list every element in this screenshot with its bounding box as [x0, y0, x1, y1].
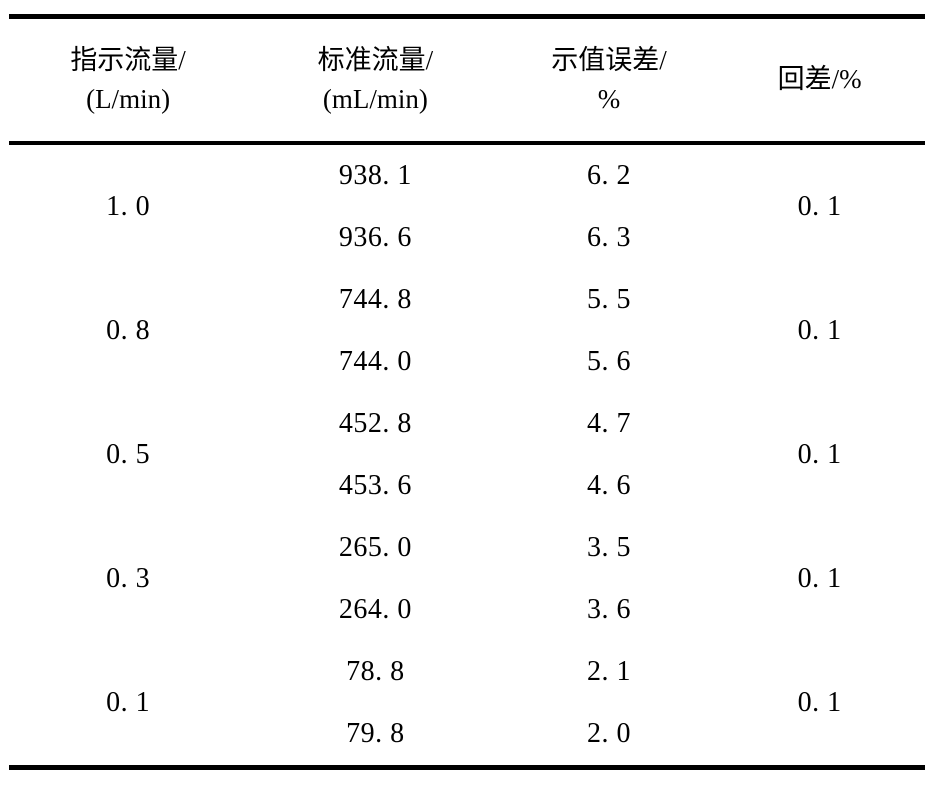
cell-indicated-flow: 0. 5	[106, 439, 151, 470]
cell-hysteresis: 0. 1	[797, 315, 842, 346]
cell-indicated-flow: 0. 8	[106, 315, 151, 346]
cell-standard-flow: 265. 0	[338, 532, 412, 563]
header-indicated-flow: 指示流量/ (L/min)	[9, 16, 248, 145]
cell-indication-error: 6. 2	[586, 160, 631, 191]
cell-standard-flow: 78. 8	[346, 656, 405, 687]
table-row: 0. 5 452. 8 4. 7 0. 1	[9, 393, 925, 470]
header-indicated-flow-line1: 指示流量/	[70, 44, 186, 75]
cell-standard-flow: 744. 8	[338, 284, 412, 315]
calibration-table-container: 指示流量/ (L/min) 标准流量/ (mL/min) 示值误差/ % 回差/…	[9, 14, 925, 770]
header-indication-error-line1: 示值误差/	[551, 44, 667, 75]
header-standard-flow: 标准流量/ (mL/min)	[247, 16, 504, 145]
cell-indication-error: 5. 5	[586, 284, 631, 315]
table-row: 0. 3 265. 0 3. 5 0. 1	[9, 517, 925, 594]
header-standard-flow-line1: 标准流量/	[317, 44, 434, 75]
table-header: 指示流量/ (L/min) 标准流量/ (mL/min) 示值误差/ % 回差/…	[9, 16, 925, 145]
table-row: 453. 6 4. 6	[9, 455, 925, 517]
cell-hysteresis: 0. 1	[797, 191, 842, 222]
cell-indication-error: 4. 6	[586, 470, 631, 501]
table-row: 936. 6 6. 3	[9, 207, 925, 269]
header-standard-flow-line2: (mL/min)	[322, 84, 428, 114]
header-row: 指示流量/ (L/min) 标准流量/ (mL/min) 示值误差/ % 回差/…	[9, 16, 925, 145]
cell-indication-error: 3. 6	[586, 594, 631, 625]
table-row: 744. 0 5. 6	[9, 331, 925, 393]
cell-hysteresis: 0. 1	[797, 563, 842, 594]
cell-standard-flow: 453. 6	[338, 470, 412, 501]
table-row: 79. 8 2. 0	[9, 703, 925, 768]
cell-indication-error: 2. 1	[586, 656, 631, 687]
cell-indication-error: 6. 3	[586, 222, 631, 253]
flow-calibration-table: 指示流量/ (L/min) 标准流量/ (mL/min) 示值误差/ % 回差/…	[9, 14, 925, 770]
table-row: 264. 0 3. 6	[9, 579, 925, 641]
cell-indication-error: 5. 6	[586, 346, 631, 377]
cell-indicated-flow: 1. 0	[106, 191, 151, 222]
cell-indication-error: 4. 7	[586, 408, 631, 439]
cell-standard-flow: 938. 1	[338, 160, 412, 191]
header-indication-error-line2: %	[597, 84, 621, 114]
table-row: 0. 8 744. 8 5. 5 0. 1	[9, 269, 925, 346]
table-row: 1. 0 938. 1 6. 2 0. 1	[9, 143, 925, 222]
cell-hysteresis: 0. 1	[797, 687, 842, 718]
cell-indicated-flow: 0. 3	[106, 563, 151, 594]
table-body: 1. 0 938. 1 6. 2 0. 1 936. 6 6. 3 0. 8 7…	[9, 143, 925, 768]
cell-hysteresis: 0. 1	[797, 439, 842, 470]
cell-standard-flow: 79. 8	[346, 718, 405, 749]
cell-indication-error: 2. 0	[586, 718, 631, 749]
header-indication-error: 示值误差/ %	[503, 16, 715, 145]
cell-standard-flow: 744. 0	[338, 346, 412, 377]
header-hysteresis: 回差/%	[714, 16, 925, 145]
cell-indicated-flow: 0. 1	[106, 687, 151, 718]
header-indicated-flow-line2: (L/min)	[86, 84, 171, 114]
header-hysteresis-line1: 回差/%	[777, 64, 862, 95]
cell-standard-flow: 264. 0	[338, 594, 412, 625]
cell-indication-error: 3. 5	[586, 532, 631, 563]
cell-standard-flow: 452. 8	[338, 408, 412, 439]
cell-standard-flow: 936. 6	[338, 222, 412, 253]
table-row: 0. 1 78. 8 2. 1 0. 1	[9, 641, 925, 718]
